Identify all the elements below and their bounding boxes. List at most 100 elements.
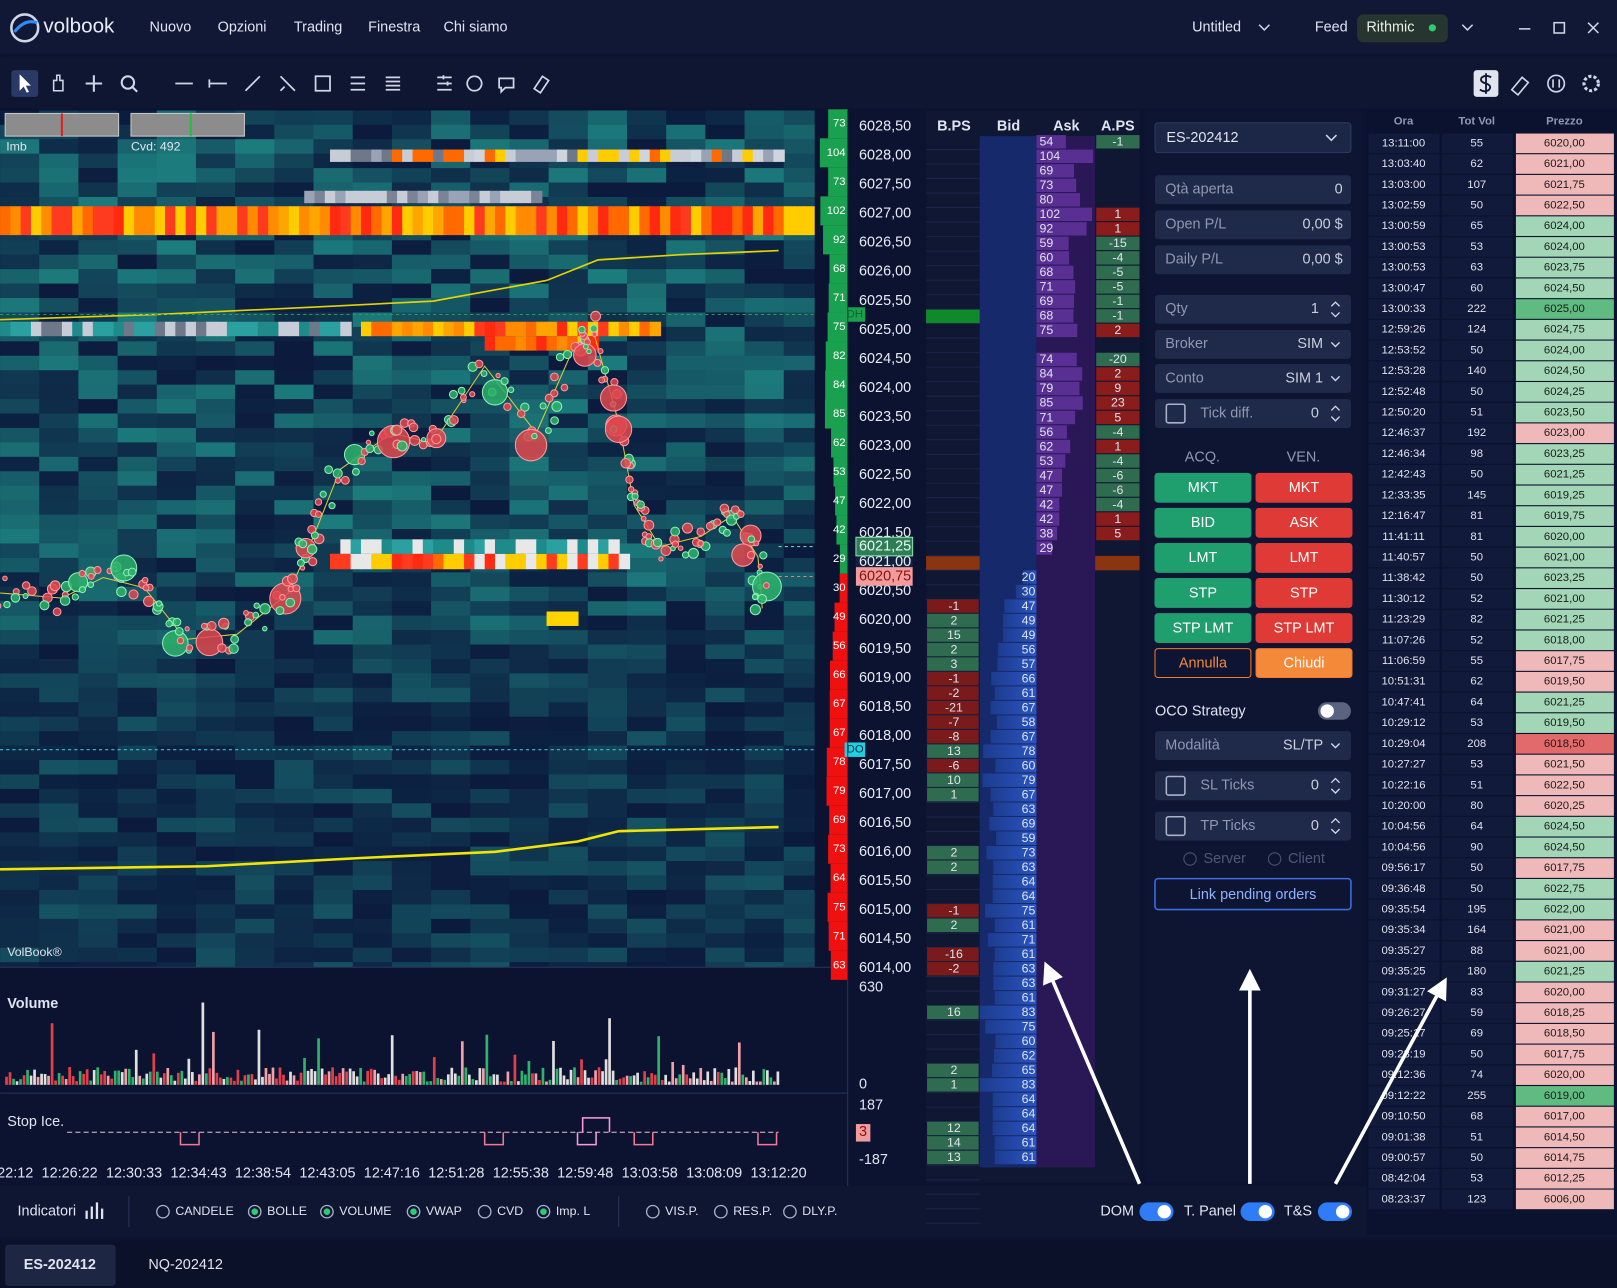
tool-icon[interactable] (466, 75, 483, 92)
menu-item[interactable]: Nuovo (150, 20, 192, 36)
tool-hand[interactable] (52, 74, 64, 92)
order-button-label[interactable]: STP (1189, 585, 1217, 601)
radio[interactable] (645, 1204, 660, 1219)
option-label[interactable]: DLY.P. (802, 1204, 837, 1218)
tool-icon[interactable] (208, 79, 227, 88)
input-field[interactable] (1154, 210, 1351, 240)
tool-pause[interactable] (1547, 74, 1566, 93)
input-field[interactable] (1154, 364, 1351, 393)
tab[interactable]: ES-202412 (24, 1257, 96, 1273)
tool-cross[interactable] (85, 75, 103, 92)
bid-bar (987, 933, 1037, 947)
option-label[interactable]: BOLLE (267, 1204, 307, 1218)
radio[interactable] (783, 1204, 797, 1219)
input-field[interactable] (1154, 399, 1351, 428)
radio[interactable] (320, 1204, 334, 1219)
option-label[interactable]: Imp. L (556, 1204, 590, 1218)
option-label[interactable]: VIS.P. (665, 1204, 698, 1218)
heat-cell (195, 413, 237, 429)
radio[interactable] (1183, 852, 1197, 866)
tool-icon[interactable] (314, 75, 331, 92)
heat-cell (274, 514, 315, 531)
order-button-label[interactable]: MKT (1188, 480, 1219, 496)
order-button-label[interactable]: STP LMT (1274, 620, 1335, 636)
tab-active[interactable] (5, 1244, 116, 1286)
order-button-label[interactable]: STP (1290, 585, 1318, 601)
order-button[interactable] (1154, 472, 1252, 503)
tool-cursor[interactable] (19, 74, 31, 93)
order-button-label[interactable]: Annulla (1179, 655, 1228, 671)
heat-cell (274, 731, 315, 747)
option-label[interactable]: CANDELE (175, 1204, 233, 1218)
menu-item[interactable]: Chi siamo (443, 20, 507, 36)
tool-icon[interactable] (498, 77, 515, 94)
radio[interactable] (536, 1204, 551, 1219)
close[interactable] (1587, 22, 1599, 34)
aps-cell (1096, 410, 1140, 425)
radio[interactable] (156, 1204, 170, 1219)
input-field[interactable] (1154, 731, 1351, 761)
order-button-label[interactable]: ASK (1290, 515, 1319, 531)
workspace[interactable]: Untitled (1192, 20, 1241, 36)
order-button[interactable] (1154, 542, 1252, 573)
order-button[interactable] (1255, 542, 1353, 573)
tool-settings[interactable] (1582, 74, 1600, 93)
order-button-label[interactable]: BID (1191, 515, 1215, 531)
checkbox[interactable] (1165, 775, 1186, 796)
order-button[interactable] (1154, 648, 1252, 679)
order-button-label[interactable]: LMT (1189, 550, 1218, 566)
radio[interactable] (247, 1204, 262, 1219)
maximize[interactable] (1553, 21, 1566, 34)
order-button[interactable] (1154, 613, 1252, 643)
order-button-label[interactable]: STP LMT (1173, 620, 1234, 636)
input-field[interactable] (1154, 771, 1351, 801)
order-button[interactable] (1255, 648, 1353, 679)
tab[interactable]: NQ-202412 (148, 1257, 223, 1273)
tool-icon[interactable] (437, 75, 452, 91)
radio[interactable] (713, 1204, 728, 1219)
tool-eraser[interactable] (1510, 76, 1530, 97)
option-label[interactable]: RES.P. (733, 1204, 772, 1218)
option-label[interactable]: CVD (497, 1204, 523, 1218)
order-button[interactable] (1255, 578, 1353, 608)
menu-item[interactable]: Opzioni (218, 20, 267, 36)
volume-bar (695, 1078, 699, 1085)
order-button[interactable] (1154, 578, 1252, 608)
indicators-label[interactable]: Indicatori (18, 1204, 77, 1220)
order-button[interactable] (1255, 507, 1353, 538)
order-button-label[interactable]: LMT (1290, 550, 1319, 566)
tool-icon[interactable] (385, 76, 401, 91)
radio[interactable] (1267, 852, 1282, 866)
tool-icon[interactable] (279, 75, 296, 92)
menu-item[interactable]: Finestra (368, 20, 421, 36)
input-field[interactable] (1154, 329, 1351, 359)
input-field[interactable] (1154, 175, 1351, 205)
tool-icon[interactable] (244, 75, 261, 92)
heat-cell (744, 442, 785, 458)
radio[interactable] (477, 1204, 492, 1219)
checkbox[interactable] (1165, 815, 1186, 837)
input-field[interactable] (1154, 811, 1351, 841)
link-label[interactable]: Link pending orders (1190, 887, 1317, 903)
order-button-label[interactable]: MKT (1289, 480, 1320, 496)
heat-cell (195, 658, 237, 675)
radio[interactable] (406, 1204, 421, 1219)
feed-pill[interactable] (1357, 14, 1448, 43)
menu-item[interactable]: Trading (294, 20, 342, 36)
option-label[interactable]: VOLUME (339, 1204, 391, 1218)
order-button-label[interactable]: Chiudi (1284, 655, 1325, 671)
tool-icon[interactable] (532, 75, 550, 95)
order-button[interactable] (1154, 507, 1252, 538)
checkbox[interactable] (1165, 403, 1186, 424)
bubble (21, 581, 31, 590)
symbol-select[interactable] (1154, 122, 1352, 154)
input-field[interactable] (1154, 294, 1351, 324)
option-label[interactable]: VWAP (426, 1204, 462, 1218)
order-button[interactable] (1255, 613, 1353, 643)
heat-cell (627, 283, 668, 300)
order-button[interactable] (1255, 472, 1353, 503)
tool-icon[interactable] (350, 76, 366, 91)
tool-zoom[interactable] (120, 75, 136, 90)
input-field[interactable] (1154, 245, 1351, 275)
link-button[interactable] (1154, 877, 1352, 911)
